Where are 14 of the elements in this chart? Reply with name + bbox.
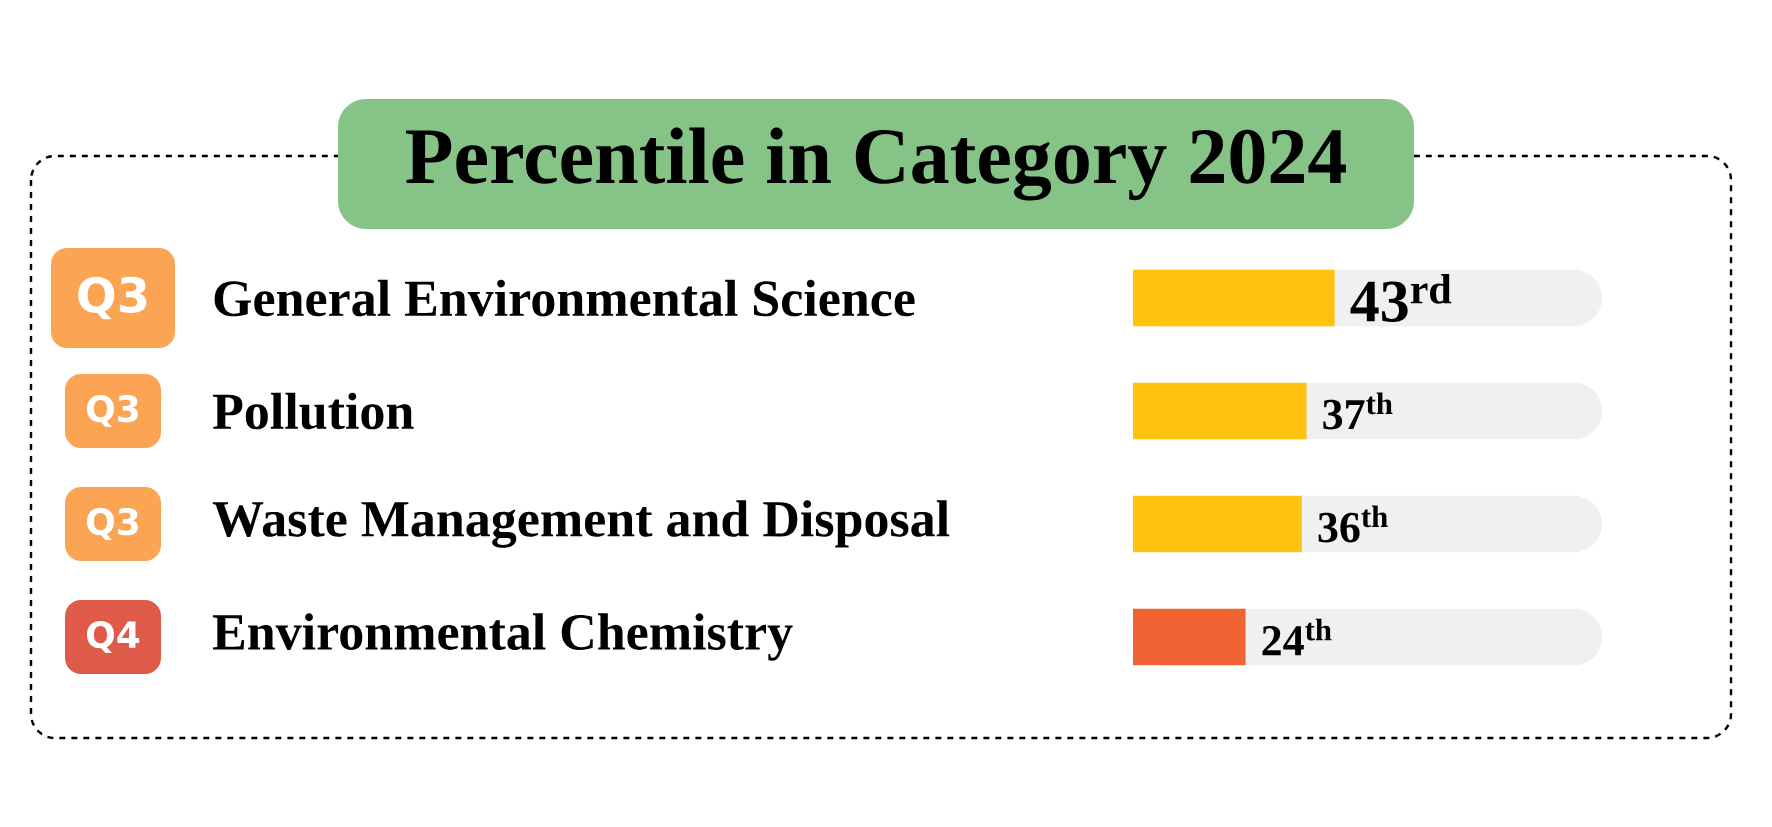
data-label: 43$^{rd}$ xyxy=(1350,274,1452,322)
text: Q3 xyxy=(86,508,138,541)
y-tick-label: Pollution xyxy=(212,392,414,430)
y-tick-label: Environmental Chemistry xyxy=(212,613,793,661)
chart-title: Percentile in Category 2024 xyxy=(406,127,1346,201)
bar xyxy=(1133,608,1246,666)
text: Q4 xyxy=(86,621,140,654)
y-tick-label: General Environmental Science xyxy=(214,279,915,317)
y-tick-label: Waste Management and Disposal xyxy=(212,500,950,548)
data-label: 36$^{th}$ xyxy=(1318,505,1388,543)
data-label: 24$^{th}$ xyxy=(1262,618,1332,656)
text: Q3 xyxy=(78,276,147,320)
text: Q3 xyxy=(86,395,138,428)
data-label: 37$^{th}$ xyxy=(1323,392,1393,430)
